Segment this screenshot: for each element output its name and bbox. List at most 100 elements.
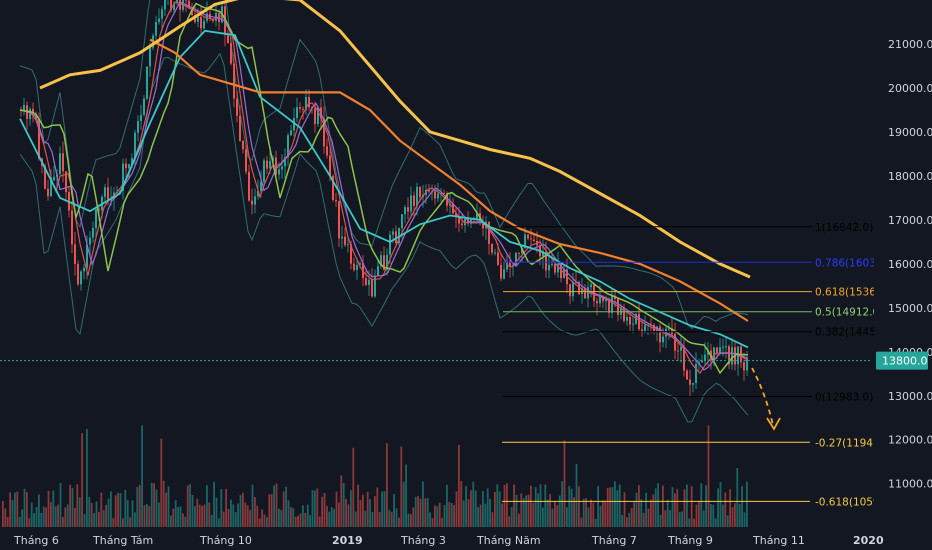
volume-bar: [520, 493, 523, 527]
candle: [374, 269, 376, 298]
candle-body: [23, 105, 25, 111]
volume-bar: [714, 518, 717, 527]
candle: [386, 248, 388, 276]
volume-bar: [62, 517, 64, 527]
volume-bar: [664, 510, 667, 527]
candle-body: [578, 282, 580, 294]
volume-bar: [95, 501, 98, 527]
candlesticks: [20, 0, 748, 397]
candle-body: [605, 299, 607, 302]
candle-body: [455, 213, 457, 217]
candle-body: [569, 284, 571, 297]
volume-bar: [414, 496, 417, 527]
candle: [542, 239, 544, 269]
y-tick-label: 17000.0: [888, 214, 932, 227]
volume-bar: [645, 492, 647, 527]
candle: [545, 241, 547, 278]
candle-body: [395, 231, 397, 244]
volume-bar: [83, 514, 86, 527]
candle-body: [629, 317, 631, 325]
candle-body: [488, 221, 490, 244]
candle-body: [74, 244, 76, 264]
candle: [122, 158, 124, 200]
volume-bar: [568, 486, 571, 527]
candle-body: [287, 135, 289, 158]
candle-body: [374, 275, 376, 297]
candle: [623, 303, 625, 323]
candle: [140, 104, 142, 130]
volume-bar: [736, 468, 739, 527]
candle: [65, 171, 67, 200]
candle-body: [680, 346, 682, 351]
volume-bar: [366, 491, 369, 527]
volume-bar: [429, 512, 431, 527]
candle-body: [65, 171, 67, 193]
volume-bar: [556, 505, 559, 527]
candle-body: [326, 146, 328, 156]
volume-bar: [412, 507, 415, 527]
candle-body: [254, 196, 256, 205]
candle-body: [170, 0, 172, 11]
candle: [185, 0, 187, 12]
volume-bar: [251, 484, 254, 527]
candle-body: [38, 118, 40, 159]
volume-bar: [98, 512, 100, 527]
candle: [515, 251, 517, 266]
candle-body: [383, 255, 385, 270]
candle-body: [599, 296, 601, 304]
candle-body: [704, 354, 706, 361]
volume-bar: [333, 509, 335, 527]
candle-body: [695, 363, 697, 383]
volume-bar: [623, 492, 626, 527]
candle-body: [716, 347, 718, 354]
volume-bar: [544, 484, 547, 527]
volume-bar: [316, 488, 319, 527]
volume-bar: [489, 498, 491, 527]
candle: [680, 335, 682, 363]
candle: [551, 253, 553, 268]
volume-bar: [659, 514, 662, 527]
candle-body: [353, 263, 355, 270]
x-tick-label: Tháng 3: [400, 534, 446, 547]
candle-body: [173, 3, 175, 11]
candle: [143, 95, 145, 117]
candle-body: [458, 217, 460, 224]
volume-bar: [71, 487, 74, 527]
candle: [380, 251, 382, 269]
candle: [341, 225, 343, 249]
volume-bar: [498, 491, 501, 527]
candle-body: [596, 301, 598, 304]
volume-bar: [273, 485, 275, 527]
candle-body: [239, 115, 241, 141]
volume-bar: [282, 491, 285, 527]
candle: [548, 255, 550, 279]
candle-body: [242, 140, 244, 150]
volume-bar: [167, 486, 170, 527]
volume-bar: [40, 513, 43, 527]
y-tick-label: 15000.0: [888, 302, 932, 315]
candle-body: [269, 161, 271, 169]
volume-bar: [455, 491, 458, 527]
volume-bar: [434, 505, 436, 527]
candle-body: [638, 313, 640, 330]
fib-level: 0.786(16036.: [503, 257, 886, 269]
volume-bar: [297, 515, 299, 527]
volume-bar: [18, 516, 21, 527]
candle: [557, 251, 559, 278]
candle: [38, 112, 40, 161]
candle: [167, 0, 169, 6]
volume-bar: [563, 440, 566, 527]
volume-bar: [59, 482, 62, 527]
candle-body: [230, 43, 232, 64]
candle-body: [530, 238, 532, 240]
volume-bar: [52, 490, 55, 527]
candle: [149, 42, 151, 77]
volume-bar: [616, 490, 619, 527]
candle: [284, 148, 286, 179]
y-tick-label: 19000.0: [888, 126, 932, 139]
x-tick-label: Tháng 9: [667, 534, 713, 547]
candle-body: [620, 307, 622, 315]
candle: [290, 125, 292, 136]
candle-body: [305, 97, 307, 110]
